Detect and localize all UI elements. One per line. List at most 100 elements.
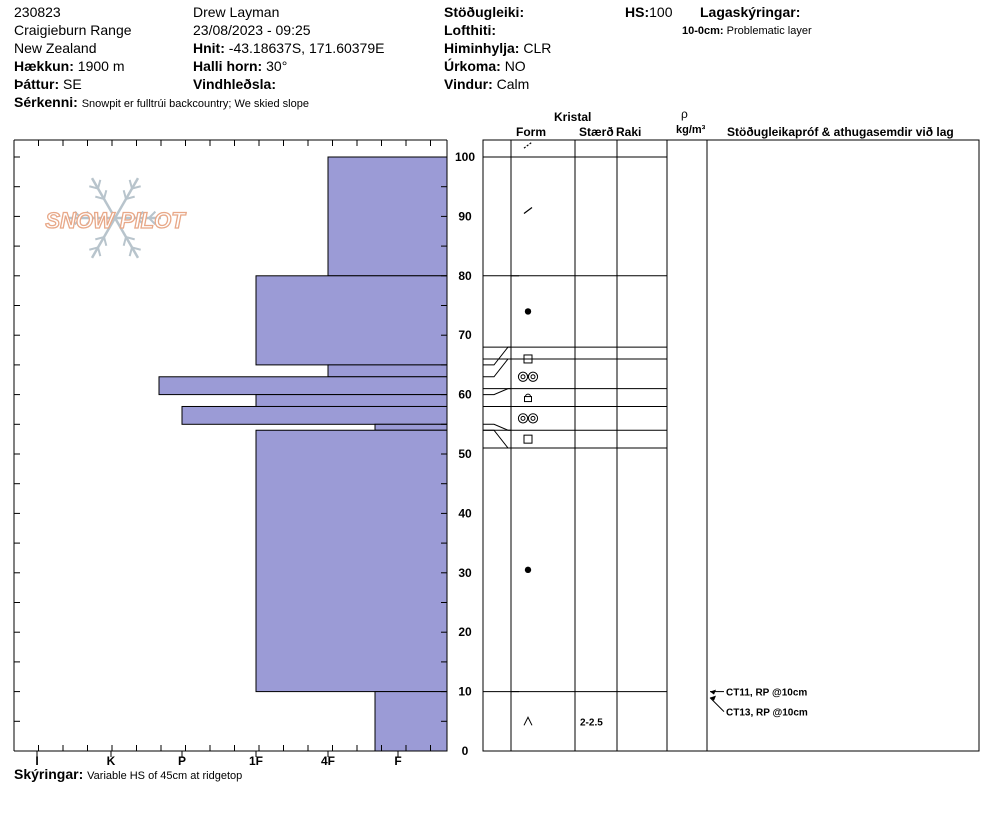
hardness-bar — [255, 429, 448, 693]
moisture-header: Raki — [616, 125, 642, 139]
snowflake-branch — [122, 189, 127, 200]
precip-label: Úrkoma: — [444, 58, 501, 74]
grain-decomposing-symbol — [523, 206, 533, 214]
grain-depth-hoar-symbol — [523, 716, 533, 726]
snowflake-branch — [97, 247, 102, 257]
wind-loading-row: Vindhleðsla: — [193, 76, 276, 93]
aspect-row: Þáttur: SE — [14, 76, 82, 93]
hardness-tick-label: F — [394, 754, 401, 768]
sky-row: Himinhylja: CLR — [444, 40, 551, 57]
depth-tick-label: 80 — [458, 269, 472, 283]
test-result-label: CT11, RP @10cm — [726, 688, 807, 699]
depth-tick-label: 90 — [458, 209, 472, 223]
features-label: Sérkenni: — [14, 94, 78, 110]
snowflake-branch — [103, 189, 108, 200]
snowflake-branch — [89, 185, 99, 190]
melt-ring-inner — [530, 374, 536, 380]
grain-faceted-symbol — [523, 434, 533, 444]
form-header: Form — [516, 125, 546, 139]
melt-ring-outer — [527, 413, 539, 424]
hardness-bar — [327, 156, 448, 277]
snowpilot-logo: SNOW PILOT — [45, 177, 187, 259]
snowflake-branch — [125, 195, 135, 200]
hs-label: HS: — [625, 4, 650, 20]
layer-connector — [483, 358, 511, 378]
grain-faceted-symbol — [523, 354, 533, 364]
density-unit-header: kg/m³ — [676, 124, 706, 136]
stability-label: Stöðugleiki: — [444, 4, 525, 20]
test-pointer — [709, 697, 725, 712]
test-arrowhead — [710, 689, 716, 695]
melt-ring-outer — [517, 413, 529, 424]
hardness-tick-label: K — [107, 754, 116, 768]
test-arrowhead — [710, 695, 716, 701]
hardness-tick-label: P — [178, 754, 186, 768]
grain-melt-freeze-symbol — [517, 371, 539, 382]
test-result-label: CT13, RP @10cm — [726, 708, 808, 719]
snowflake-branch — [85, 217, 94, 226]
precip-row: Úrkoma: NO — [444, 58, 526, 75]
melt-ring-outer — [527, 371, 539, 382]
air-temp-row: Lofthiti: — [444, 22, 496, 39]
hs-value: 100 — [649, 4, 673, 20]
grain-size-label: 2-2.5 — [580, 717, 603, 728]
snowflake-branch — [97, 179, 102, 189]
location: Craigieburn Range — [14, 22, 132, 38]
layer-connector — [483, 429, 511, 449]
snowflake-branch — [95, 195, 105, 200]
hardness-bar — [158, 376, 448, 396]
layer-connector — [483, 346, 511, 366]
notes-label: Skýringar: — [14, 766, 84, 782]
size-header: Stærð — [579, 125, 614, 139]
hardness-bar — [181, 405, 448, 425]
air-temp-label: Lofthiti: — [444, 22, 497, 38]
legend-entry-text: Problematic layer — [726, 25, 812, 37]
depth-tick-label: 0 — [462, 744, 469, 758]
snowflake-branch — [73, 217, 82, 226]
elevation-label: Hækkun: — [14, 58, 74, 74]
snowflake-branch — [136, 217, 145, 226]
melt-ring-inner — [530, 415, 536, 421]
slope-value: 30° — [266, 58, 288, 74]
notes-value: Variable HS of 45cm at ridgetop — [87, 770, 243, 782]
snowflake-branch — [73, 210, 82, 219]
layer-table-frame — [482, 139, 980, 752]
grain-faceted-rounding-symbol — [524, 393, 532, 403]
depth-tick-label: 60 — [458, 388, 472, 402]
snowflake-branch — [103, 236, 108, 247]
precip-value: NO — [504, 58, 526, 74]
hardness-bar — [374, 691, 448, 752]
depth-tick-label: 100 — [455, 150, 475, 164]
coords-row: Hnit: -43.18637S, 171.60379E — [193, 40, 384, 57]
depth-tick-label: 20 — [458, 625, 472, 639]
coords-label: Hnit: — [193, 40, 225, 56]
notes-row: Skýringar: Variable HS of 45cm at ridget… — [14, 766, 242, 785]
fcxr-arc — [525, 393, 531, 397]
sky-label: Himinhylja: — [444, 40, 520, 56]
melt-ring-outer — [517, 371, 529, 382]
slope-label: Halli horn: — [193, 58, 263, 74]
wind-value: Calm — [496, 76, 530, 92]
observer: Drew Layman — [193, 4, 280, 20]
snowflake-branch — [136, 210, 145, 219]
depth-tick-label: 30 — [458, 566, 472, 580]
rho-header: ρ — [681, 107, 688, 121]
grain-melt-freeze-symbol — [517, 413, 539, 424]
melt-ring-inner — [520, 374, 526, 380]
hs-row: HS:100 — [625, 4, 672, 21]
snowpilot-logo-text: SNOW PILOT — [45, 208, 186, 233]
aspect-label: Þáttur: — [14, 76, 60, 92]
tests-header: Stöðugleikapróf & athugasemdir við lag — [727, 125, 954, 139]
fcxr-box — [524, 396, 532, 403]
hardness-tick-label: I — [35, 754, 38, 768]
stability-row: Stöðugleiki: — [444, 4, 524, 21]
elevation-value: 1900 m — [77, 58, 125, 74]
kristal-header: Kristal — [554, 110, 592, 124]
features-value: Snowpit er fulltrúi backcountry; We skie… — [81, 98, 309, 110]
snowflake-branch — [125, 236, 135, 241]
grain-rounded-symbol — [524, 308, 532, 315]
legend-entry-range: 10-0cm: — [682, 25, 724, 37]
wind-label: Vindur: — [444, 76, 493, 92]
wind-row: Vindur: Calm — [444, 76, 529, 93]
